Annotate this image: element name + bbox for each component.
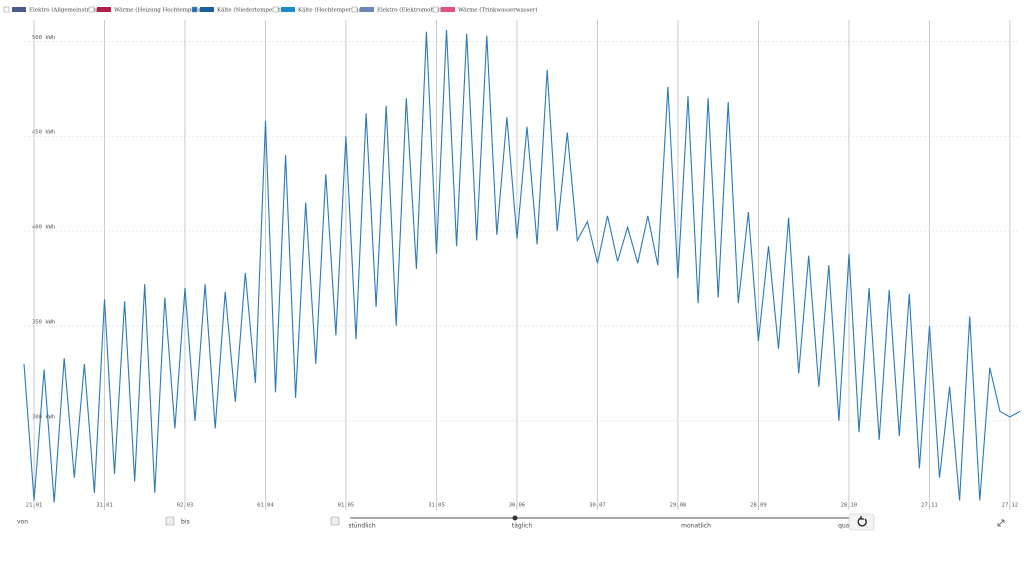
legend-label: Kälte (Niedertemperatur)	[217, 7, 289, 14]
from-calendar[interactable]	[165, 516, 175, 526]
to-label: bis	[181, 519, 190, 526]
legend-swatch	[97, 7, 111, 12]
legend-label: Kälte (Hochtemperatur)	[298, 7, 365, 14]
legend-checkbox[interactable]	[191, 6, 198, 13]
x-tick-label: 31.05	[428, 503, 445, 509]
legend-checkbox[interactable]	[272, 6, 279, 13]
y-tick-label: 450 kWh	[32, 130, 55, 136]
x-tick-label: 01.04	[257, 503, 274, 509]
to-calendar[interactable]	[330, 516, 340, 526]
collapse-icon[interactable]	[997, 519, 1005, 527]
x-tick-label: 27.12	[1002, 503, 1019, 509]
slider-knob[interactable]	[512, 515, 518, 521]
y-tick-label: 350 kWh	[32, 319, 55, 325]
plot: 300 kWh 350 kWh 400 kWh 450 kWh 500 kWh 21.01…	[23, 20, 1021, 510]
legend-label: Wärme (Heizung Hochtemperatur)	[114, 7, 211, 14]
legend-swatch	[281, 7, 295, 12]
from-label: von	[17, 519, 28, 526]
x-tick-label: 28.10	[841, 503, 858, 509]
reset-icon	[857, 516, 867, 527]
x-tick-label: 28.09	[750, 503, 767, 509]
controls: von bis stündlich täglich monatlich quar	[17, 513, 1005, 531]
y-tick-label: 400 kWh	[32, 225, 55, 231]
x-tick-label: 27.11	[921, 503, 938, 509]
y-tick-label: 300 kWh	[32, 414, 55, 420]
legend-swatch	[360, 7, 374, 12]
x-tick-label: 21.01	[26, 503, 43, 509]
legend-checkbox[interactable]	[432, 6, 439, 13]
x-tick-label: 30.07	[589, 503, 606, 509]
legend-swatch	[441, 7, 455, 12]
resolution-option[interactable]: täglich	[512, 523, 532, 530]
resolution-option[interactable]: stündlich	[348, 523, 376, 530]
resolution-option[interactable]: monatlich	[681, 523, 711, 530]
legend-label: Wärme (Trinkwasserwasser)	[458, 7, 538, 14]
legend-label: Elektro (Allgemeinstrom)	[29, 7, 100, 14]
x-tick-label: 30.06	[509, 503, 526, 509]
x-tick-label: 01.05	[338, 503, 355, 509]
resolution-option[interactable]: quar	[838, 523, 852, 530]
line-series	[23, 29, 1021, 503]
x-tick-label: 31.01	[96, 503, 113, 509]
x-tick-label: 02.03	[177, 503, 194, 509]
legend-checkbox[interactable]	[351, 6, 358, 13]
legend-swatch	[12, 7, 26, 12]
legend-label: Elektro (Elektromobilität)	[377, 7, 449, 14]
y-tick-label: 500 kWh	[32, 35, 55, 41]
legend-checkbox[interactable]	[88, 6, 95, 13]
legend-checkbox[interactable]	[3, 6, 10, 13]
legend: Elektro (Allgemeinstrom) Wärme (Heizung H…	[3, 6, 538, 14]
legend-swatch	[200, 7, 214, 12]
x-tick-label: 29.08	[670, 503, 687, 509]
reset-button[interactable]	[848, 513, 875, 531]
